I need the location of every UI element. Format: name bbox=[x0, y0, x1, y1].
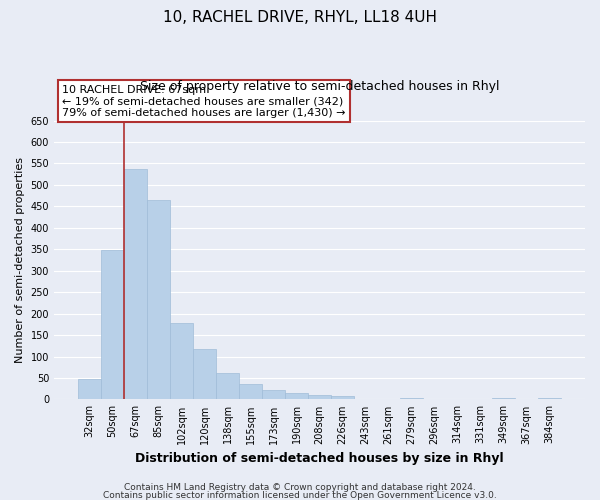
Text: Contains HM Land Registry data © Crown copyright and database right 2024.: Contains HM Land Registry data © Crown c… bbox=[124, 484, 476, 492]
Bar bbox=[308, 395, 331, 400]
Bar bbox=[170, 323, 193, 400]
Bar bbox=[331, 396, 354, 400]
Bar bbox=[400, 398, 423, 400]
Bar bbox=[262, 390, 285, 400]
Bar bbox=[538, 398, 561, 400]
X-axis label: Distribution of semi-detached houses by size in Rhyl: Distribution of semi-detached houses by … bbox=[135, 452, 504, 465]
Bar bbox=[147, 200, 170, 400]
Text: 10, RACHEL DRIVE, RHYL, LL18 4UH: 10, RACHEL DRIVE, RHYL, LL18 4UH bbox=[163, 10, 437, 25]
Bar bbox=[285, 393, 308, 400]
Bar bbox=[78, 380, 101, 400]
Bar bbox=[101, 250, 124, 400]
Title: Size of property relative to semi-detached houses in Rhyl: Size of property relative to semi-detach… bbox=[140, 80, 499, 93]
Y-axis label: Number of semi-detached properties: Number of semi-detached properties bbox=[15, 157, 25, 363]
Bar bbox=[193, 349, 216, 400]
Text: Contains public sector information licensed under the Open Government Licence v3: Contains public sector information licen… bbox=[103, 490, 497, 500]
Bar bbox=[216, 373, 239, 400]
Bar bbox=[239, 384, 262, 400]
Text: 10 RACHEL DRIVE: 67sqm
← 19% of semi-detached houses are smaller (342)
79% of se: 10 RACHEL DRIVE: 67sqm ← 19% of semi-det… bbox=[62, 84, 346, 118]
Bar bbox=[492, 398, 515, 400]
Bar bbox=[124, 169, 147, 400]
